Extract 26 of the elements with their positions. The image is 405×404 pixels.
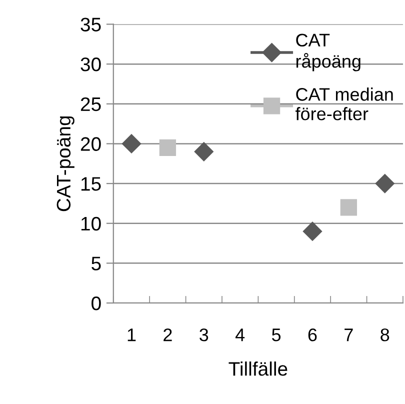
x-axis-title: Tillfälle bbox=[228, 362, 288, 376]
y-tick-label: 0 bbox=[92, 296, 101, 310]
point bbox=[375, 174, 394, 194]
legend-label: CAT median före-efter bbox=[296, 88, 393, 120]
y-axis-title: CAT-poäng bbox=[56, 116, 74, 212]
x-tick-label: 6 bbox=[308, 328, 317, 342]
point bbox=[122, 134, 142, 154]
point bbox=[194, 142, 214, 162]
y-tick-label: 30 bbox=[80, 58, 101, 72]
x-tick-label: 4 bbox=[235, 328, 245, 342]
point bbox=[302, 222, 322, 241]
x-tick-label: 2 bbox=[164, 328, 172, 342]
x-tick-label: 5 bbox=[272, 328, 281, 342]
x-tick-label: 8 bbox=[380, 328, 390, 342]
y-tick-label: 20 bbox=[80, 137, 101, 151]
y-tick-label: 15 bbox=[81, 177, 101, 191]
x-tick-label: 7 bbox=[344, 328, 353, 342]
legend-label: CAT råpoäng bbox=[296, 34, 360, 72]
y-tick-label: 25 bbox=[80, 97, 101, 112]
y-tick-label: 10 bbox=[81, 216, 101, 231]
point bbox=[159, 139, 176, 156]
y-tick-label: 35 bbox=[80, 18, 101, 32]
point bbox=[340, 199, 358, 216]
x-tick-label: 3 bbox=[200, 328, 208, 342]
y-tick-label: 5 bbox=[92, 256, 101, 270]
x-tick-label: 1 bbox=[128, 328, 136, 342]
